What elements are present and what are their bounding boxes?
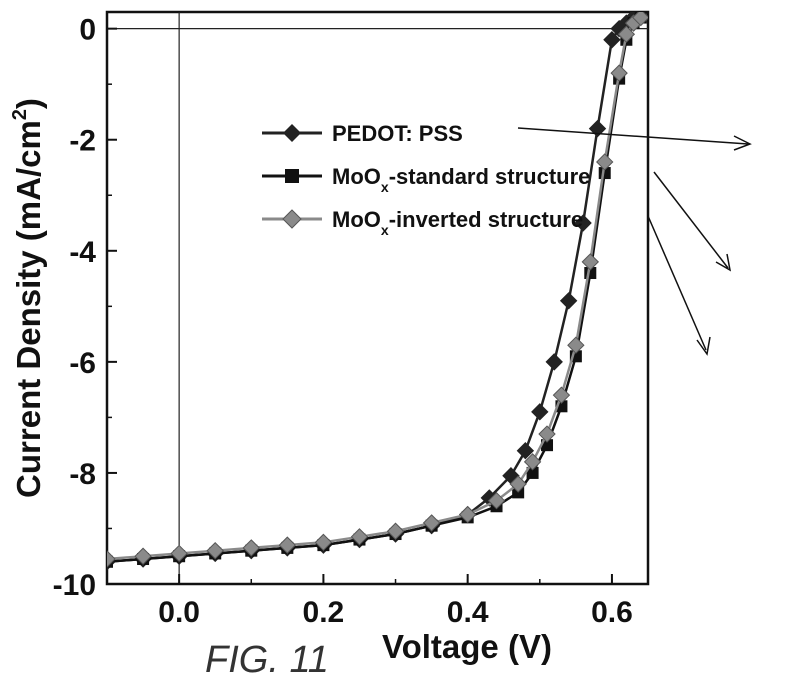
legend-square-marker [285,169,299,183]
x-tick-label: 0.2 [303,596,345,629]
y-tick-label: -6 [69,347,96,380]
y-tick-label: -8 [69,458,96,491]
x-axis-title: Voltage (V) [382,628,552,665]
y-tick-label: 0 [79,14,96,47]
y-tick-label: -10 [53,569,96,602]
x-tick-label: 0.4 [447,596,489,629]
figure-label: FIG. 11 [205,639,329,674]
x-tick-label: 0.0 [158,596,200,629]
arrow-standard [654,172,728,268]
y-tick-label: -2 [69,125,96,158]
arrow-inverted [648,216,706,350]
y-axis-title: Current Density (mA/cm2) [9,98,47,498]
legend-label-pedot: PEDOT: PSS [332,121,463,146]
y-tick-label: -4 [69,236,96,269]
x-tick-label: 0.6 [591,596,633,629]
